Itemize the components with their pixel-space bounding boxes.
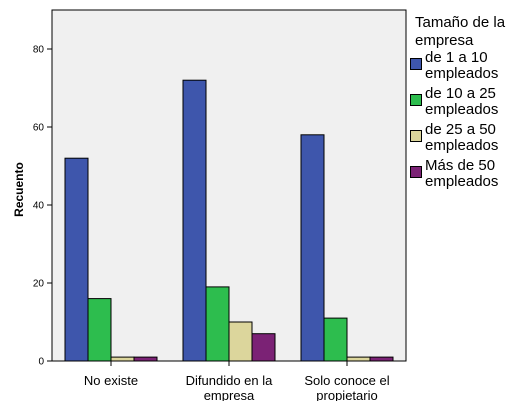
y-tick-label: 20 (33, 279, 45, 290)
x-tick-label: Solo conoce el propietario (304, 373, 389, 401)
bar (182, 79, 207, 362)
legend-item: de 10 a 25 empleados (410, 86, 512, 122)
legend-title: Tamaño de la empresa (415, 14, 506, 49)
x-tick-label: Difundido en la empresa (186, 373, 273, 401)
y-axis: 0 20 40 60 80 (33, 45, 52, 368)
legend-label: de 25 a 50 empleados (425, 121, 499, 154)
legend: Tamaño de la empresa de 1 a 10 empleados… (410, 14, 512, 194)
bar (205, 286, 230, 362)
legend-swatch (410, 166, 422, 178)
bar (300, 134, 325, 362)
x-axis: No existe Difundido en la empresa Solo cono… (84, 361, 390, 401)
bar (228, 321, 253, 362)
bars-group (64, 79, 394, 362)
legend-swatch (410, 58, 422, 70)
y-tick-label: 80 (33, 45, 45, 56)
y-tick-label: 60 (33, 123, 45, 134)
bar (133, 356, 158, 362)
bar (369, 356, 394, 362)
y-tick-label: 0 (38, 357, 44, 368)
bar (323, 317, 348, 362)
legend-label: Más de 50 empleados (425, 157, 499, 190)
y-axis-label: Recuento (12, 162, 26, 217)
bar (110, 356, 135, 362)
bar (87, 298, 112, 362)
bar (64, 157, 89, 362)
y-tick-label: 40 (33, 201, 45, 212)
legend-item: de 25 a 50 empleados (410, 122, 512, 158)
legend-label: de 1 a 10 empleados (425, 49, 499, 82)
x-tick-label: No existe (84, 373, 138, 388)
legend-swatch (410, 94, 422, 106)
legend-item: de 1 a 10 empleados (410, 50, 512, 86)
legend-swatch (410, 130, 422, 142)
legend-item: Más de 50 empleados (410, 158, 512, 194)
bar (251, 333, 276, 362)
bar (346, 356, 371, 362)
legend-label: de 10 a 25 empleados (425, 85, 499, 118)
